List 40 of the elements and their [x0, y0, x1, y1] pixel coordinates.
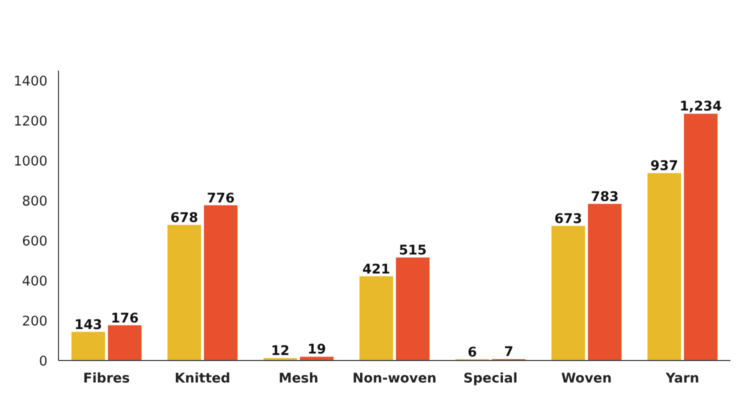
x-tick-label: Special	[463, 372, 518, 386]
bar	[71, 332, 106, 360]
bar	[108, 325, 142, 360]
x-tick-label: Fibres	[83, 372, 130, 386]
x-tick-label: Knitted	[174, 372, 230, 386]
data-label: 421	[362, 262, 390, 278]
bar	[359, 276, 394, 360]
bar	[396, 258, 430, 360]
y-tick-label: 200	[22, 314, 48, 330]
y-tick-label: 1000	[14, 154, 48, 170]
data-label: 1,234	[680, 100, 722, 115]
x-tick-label: Woven	[561, 372, 612, 386]
x-tick-label: Mesh	[278, 372, 318, 386]
bar	[204, 205, 238, 360]
data-label: 6	[468, 345, 477, 360]
y-tick-label: 600	[22, 234, 48, 250]
y-tick-label: 800	[22, 194, 48, 210]
bar	[588, 204, 622, 360]
bar	[647, 173, 682, 360]
data-label: 678	[170, 210, 198, 226]
data-label: 12	[270, 344, 290, 360]
data-label: 176	[110, 311, 139, 326]
bar	[167, 224, 202, 360]
y-tick-label: 1400	[14, 74, 48, 90]
data-label: 19	[307, 342, 326, 358]
y-tick-label: 400	[22, 274, 48, 290]
y-tick-label: 1200	[14, 114, 48, 130]
data-label: 7	[504, 345, 514, 360]
data-label: 783	[590, 190, 619, 205]
x-tick-label: Non-woven	[352, 372, 437, 386]
data-label: 143	[74, 318, 102, 333]
data-label: 515	[398, 244, 427, 258]
data-label: 673	[554, 212, 582, 227]
x-tick-label: Yarn	[664, 372, 700, 386]
y-tick-label: 0	[39, 354, 48, 370]
bar	[684, 114, 718, 360]
bar	[551, 226, 586, 360]
data-label: 776	[206, 191, 235, 206]
data-label: 937	[650, 159, 678, 174]
bar	[300, 356, 334, 360]
